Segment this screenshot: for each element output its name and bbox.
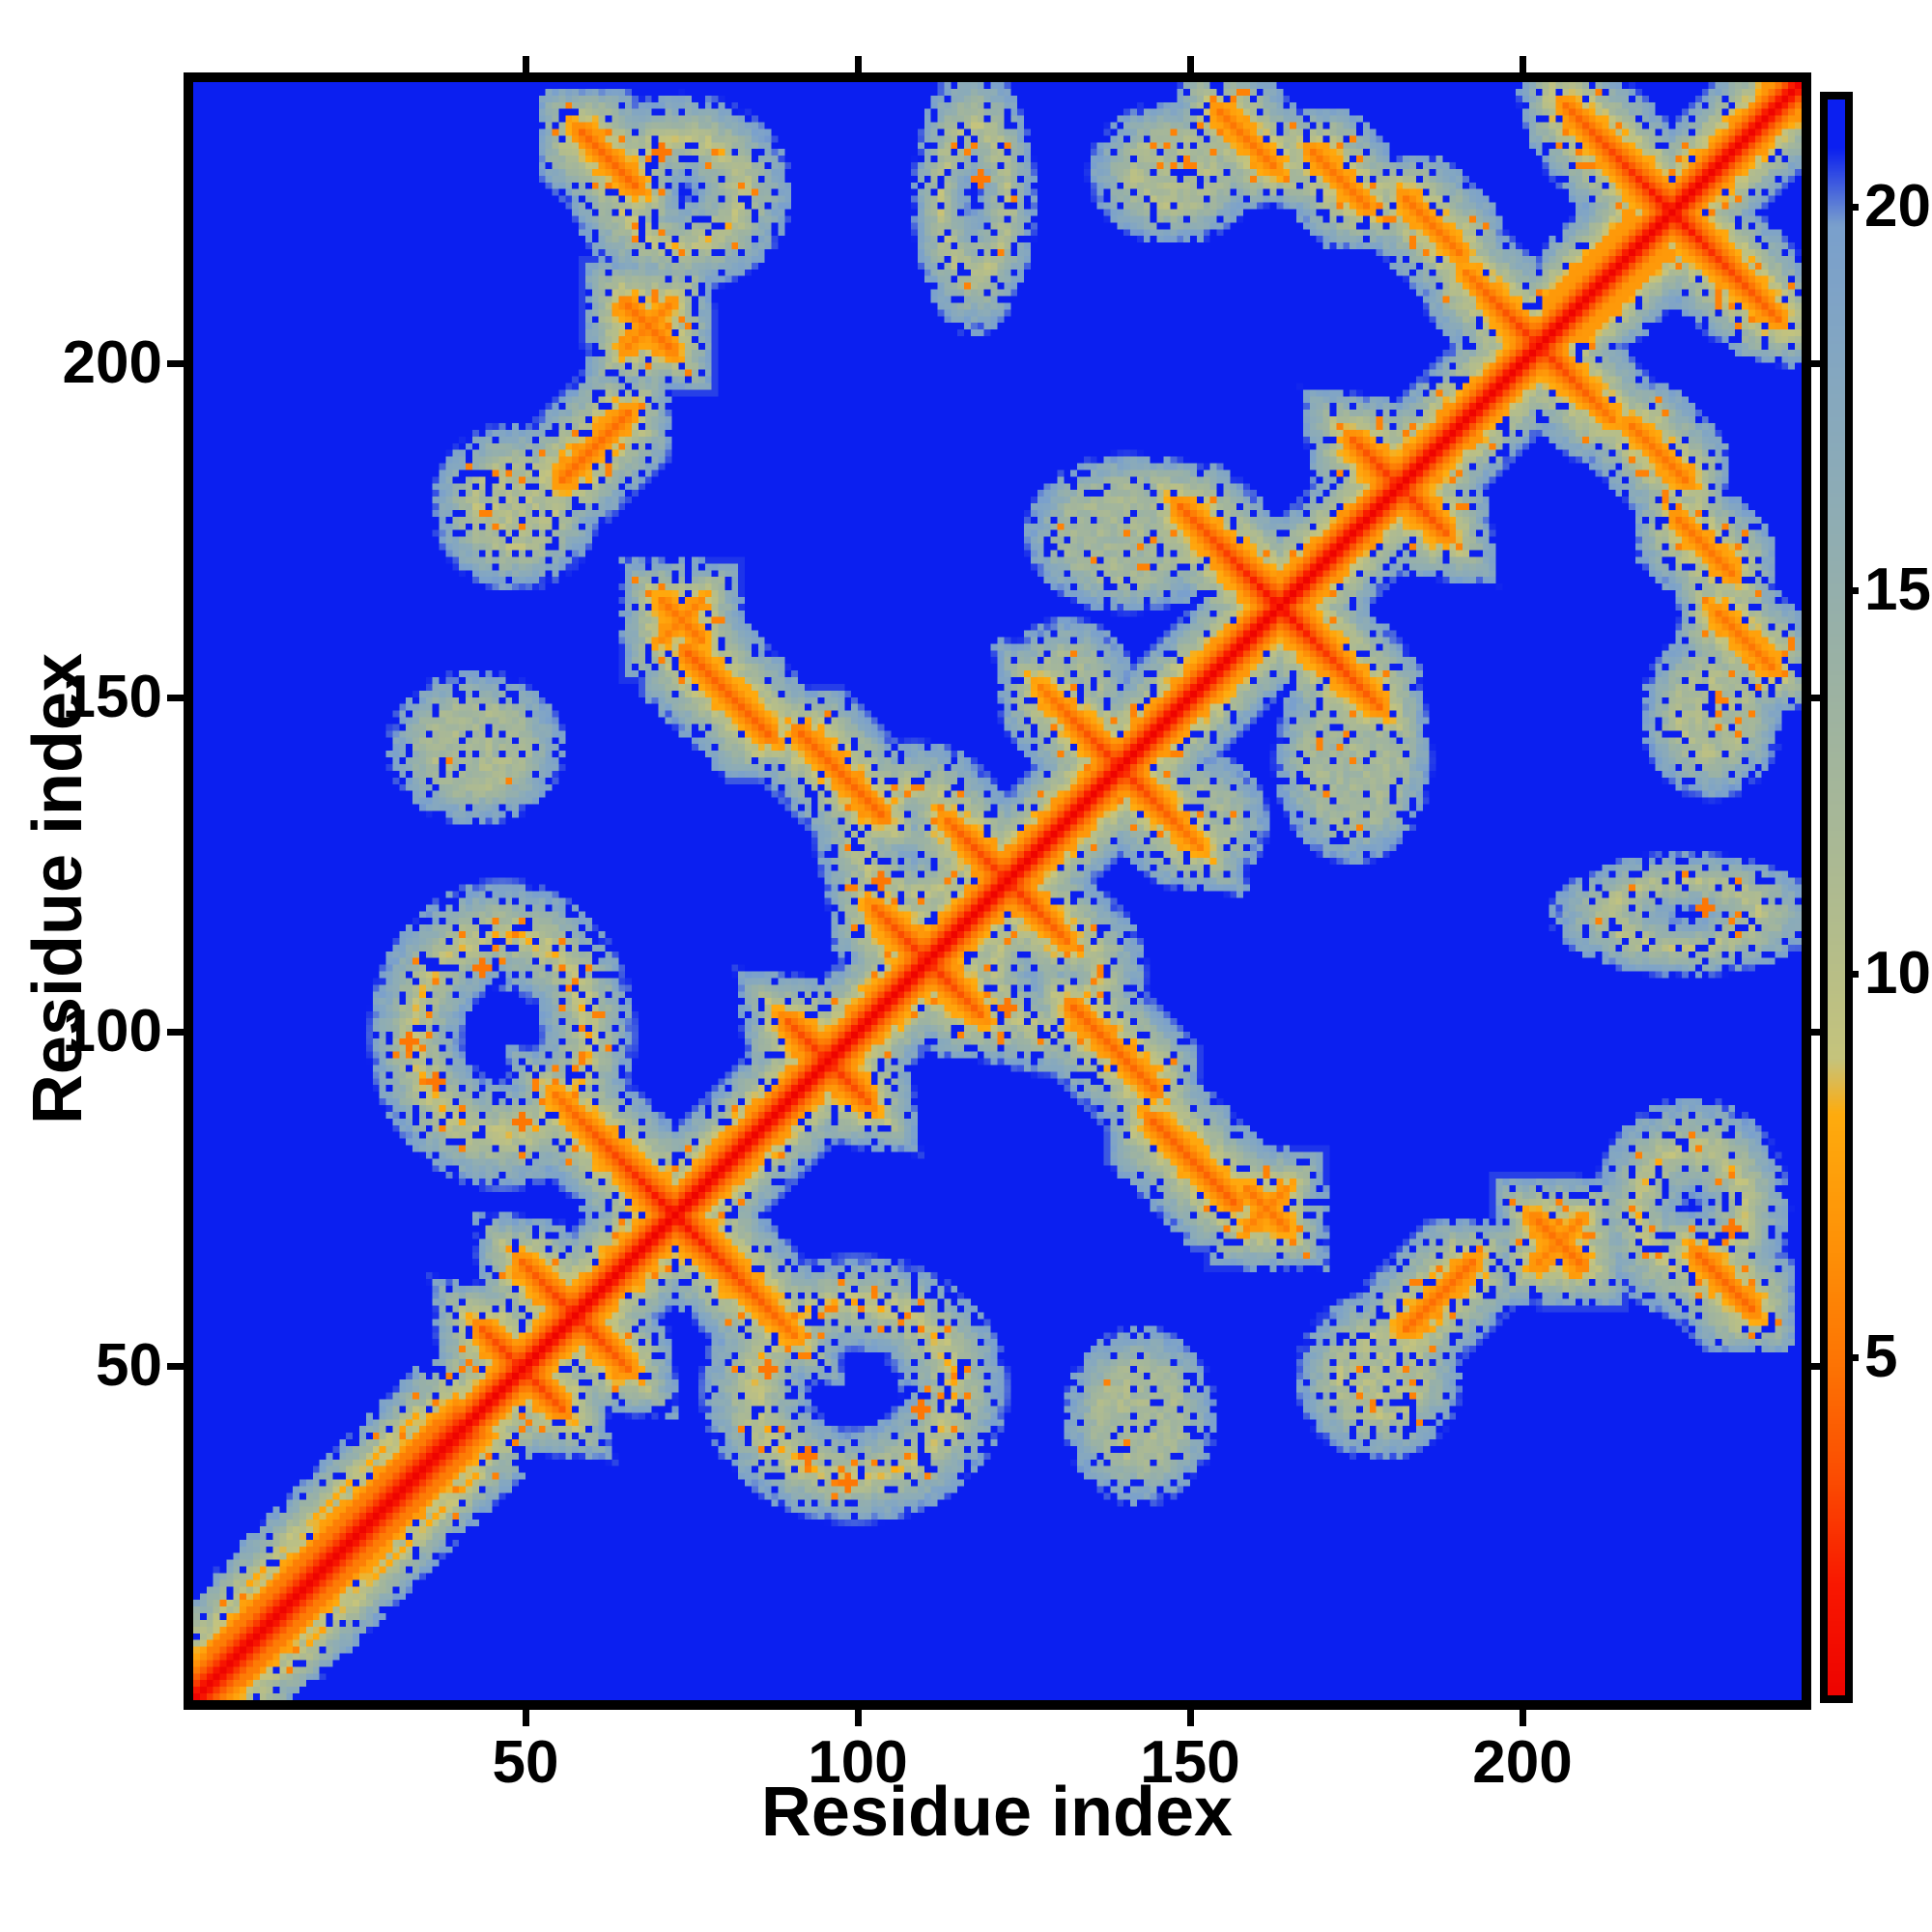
colorbar-tick-mark xyxy=(1845,204,1859,212)
heatmap-frame xyxy=(184,72,1811,1710)
x-tick-mark-bottom xyxy=(855,1710,863,1726)
x-tick-mark-top xyxy=(855,56,863,72)
x-tick-mark-bottom xyxy=(1520,1710,1527,1726)
x-tick-label: 50 xyxy=(492,1729,559,1796)
y-tick-label: 50 xyxy=(96,1331,162,1399)
colorbar-tick-mark xyxy=(1845,1354,1859,1362)
x-tick-mark-top xyxy=(1520,56,1527,72)
y-tick-mark-left xyxy=(167,1362,184,1370)
colorbar-tick-label: 5 xyxy=(1864,1323,1898,1391)
y-tick-label: 150 xyxy=(62,663,162,730)
y-tick-mark-left xyxy=(167,694,184,701)
colorbar-tick-label: 20 xyxy=(1864,173,1931,241)
x-tick-mark-top xyxy=(1187,56,1195,72)
y-tick-mark-left xyxy=(167,1028,184,1036)
x-tick-mark-top xyxy=(523,56,529,72)
colorbar-tick-mark xyxy=(1845,971,1859,979)
y-tick-mark-right xyxy=(1811,1362,1820,1370)
y-tick-mark-left xyxy=(167,359,184,367)
x-tick-mark-bottom xyxy=(523,1710,529,1726)
x-tick-mark-bottom xyxy=(1187,1710,1195,1726)
y-tick-label: 100 xyxy=(62,997,162,1065)
residue-distance-heatmap xyxy=(193,82,1802,1700)
colorbar-tick-label: 10 xyxy=(1864,940,1931,1008)
y-tick-label: 200 xyxy=(62,328,162,396)
y-tick-mark-right xyxy=(1811,694,1820,701)
x-tick-label: 200 xyxy=(1472,1729,1573,1796)
colorbar-tick-mark xyxy=(1845,587,1859,595)
x-tick-label: 150 xyxy=(1140,1729,1240,1796)
colorbar-gradient xyxy=(1828,99,1845,1695)
y-tick-mark-right xyxy=(1811,359,1820,367)
y-tick-mark-right xyxy=(1811,1028,1820,1036)
colorbar-tick-label: 15 xyxy=(1864,556,1931,624)
colorbar-frame xyxy=(1820,92,1853,1703)
x-axis-title: Residue index xyxy=(760,1774,1234,1851)
x-tick-label: 100 xyxy=(808,1729,908,1796)
